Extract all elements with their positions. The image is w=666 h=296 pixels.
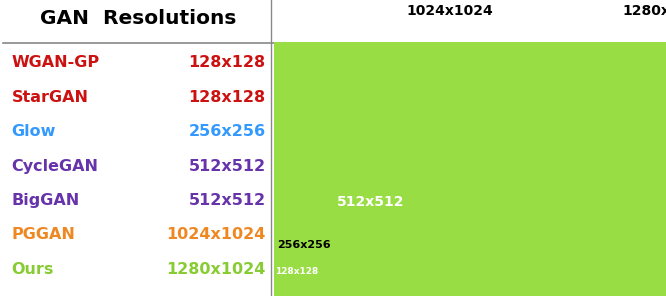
Text: 512x512: 512x512 <box>337 194 405 209</box>
Text: 128x128: 128x128 <box>188 55 266 70</box>
Text: 1280x1024: 1280x1024 <box>166 262 266 277</box>
Text: StarGAN: StarGAN <box>11 90 89 104</box>
Bar <box>274 233 352 296</box>
Text: WGAN-GP: WGAN-GP <box>11 55 99 70</box>
Text: 512x512: 512x512 <box>188 193 266 208</box>
Bar <box>274 264 313 296</box>
Text: 128x128: 128x128 <box>188 90 266 104</box>
Text: GAN  Resolutions: GAN Resolutions <box>41 9 236 28</box>
Text: Glow: Glow <box>11 124 56 139</box>
Text: 512x512: 512x512 <box>188 159 266 173</box>
Bar <box>274 169 431 296</box>
Text: 256x256: 256x256 <box>277 240 330 250</box>
Text: 1024x1024: 1024x1024 <box>406 4 493 18</box>
Text: 1280x1024: 1280x1024 <box>623 4 666 18</box>
Text: 128x128: 128x128 <box>275 267 318 276</box>
Text: 1024x1024: 1024x1024 <box>166 227 266 242</box>
Text: CycleGAN: CycleGAN <box>11 159 99 173</box>
Text: PGGAN: PGGAN <box>11 227 75 242</box>
Text: 256x256: 256x256 <box>188 124 266 139</box>
Text: BigGAN: BigGAN <box>11 193 80 208</box>
Text: Ours: Ours <box>11 262 54 277</box>
Bar <box>274 42 666 296</box>
Bar <box>274 42 587 296</box>
